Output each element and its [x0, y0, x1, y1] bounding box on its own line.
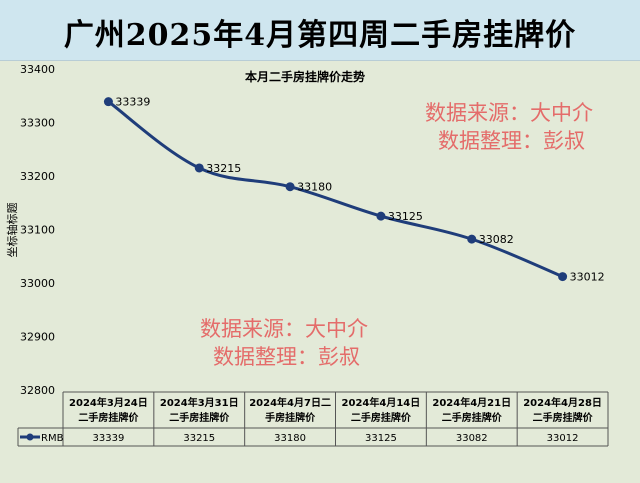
- x-category-label-line1: 2024年3月24日: [69, 396, 148, 409]
- data-point: [467, 234, 477, 244]
- table-value-cell: 33125: [365, 433, 397, 444]
- y-tick-label: 33400: [20, 63, 55, 76]
- x-category-label-line1: 2024年4月14日: [342, 396, 421, 409]
- data-label: 33215: [206, 162, 241, 175]
- table-legend-marker: [26, 433, 34, 441]
- watermark-line-1: 数据来源：大中介: [425, 101, 593, 125]
- data-point: [285, 182, 295, 192]
- series-line-rmb: [107, 100, 564, 278]
- data-label: 33125: [388, 210, 423, 223]
- chart-title: 本月二手房挂牌价走势: [245, 69, 365, 84]
- data-point: [103, 97, 113, 107]
- table-value-cell: 33215: [183, 433, 215, 444]
- watermark-line-1: 数据来源：大中介: [200, 317, 368, 341]
- x-category-label-line1: 2024年4月28日: [523, 396, 602, 409]
- x-category-label-line1: 2024年3月31日: [160, 396, 239, 409]
- watermark-line-2: 数据整理：彭叔: [438, 129, 585, 153]
- data-point: [558, 272, 568, 282]
- x-category-label-line2: 二手房挂牌价: [169, 411, 230, 424]
- data-label: 33082: [479, 233, 514, 246]
- x-category-label-line1: 2024年4月7日二: [249, 396, 331, 409]
- x-category-label-line1: 2024年4月21日: [432, 396, 511, 409]
- x-category-label-line2: 二手房挂牌价: [442, 411, 503, 424]
- table-value-cell: 33339: [93, 433, 125, 444]
- data-point: [194, 163, 204, 173]
- y-tick-label: 32800: [20, 384, 55, 397]
- x-category-label-line2: 二手房挂牌价: [533, 411, 594, 424]
- x-category-label-line2: 手房挂牌价: [265, 411, 316, 424]
- page-title: 广州2025年4月第四周二手房挂牌价: [63, 18, 577, 53]
- data-label: 33339: [115, 96, 150, 109]
- watermark-line-2: 数据整理：彭叔: [213, 345, 360, 369]
- table-value-cell: 33180: [274, 433, 306, 444]
- data-label: 33012: [570, 271, 605, 284]
- table-value-cell: 33082: [456, 433, 488, 444]
- y-tick-label: 33300: [20, 117, 55, 130]
- x-category-label-line2: 二手房挂牌价: [78, 411, 139, 424]
- y-axis-title: 坐标轴标题: [5, 203, 19, 258]
- table-series-name: RMB: [41, 433, 64, 444]
- table-value-cell: 33012: [547, 433, 579, 444]
- title-banner: 广州2025年4月第四周二手房挂牌价: [0, 0, 640, 61]
- y-tick-label: 33200: [20, 170, 55, 183]
- data-point: [376, 211, 386, 221]
- y-tick-label: 33000: [20, 277, 55, 290]
- y-tick-label: 32900: [20, 331, 55, 344]
- data-label: 33180: [297, 181, 332, 194]
- y-tick-label: 33100: [20, 224, 55, 237]
- x-category-label-line2: 二手房挂牌价: [351, 411, 412, 424]
